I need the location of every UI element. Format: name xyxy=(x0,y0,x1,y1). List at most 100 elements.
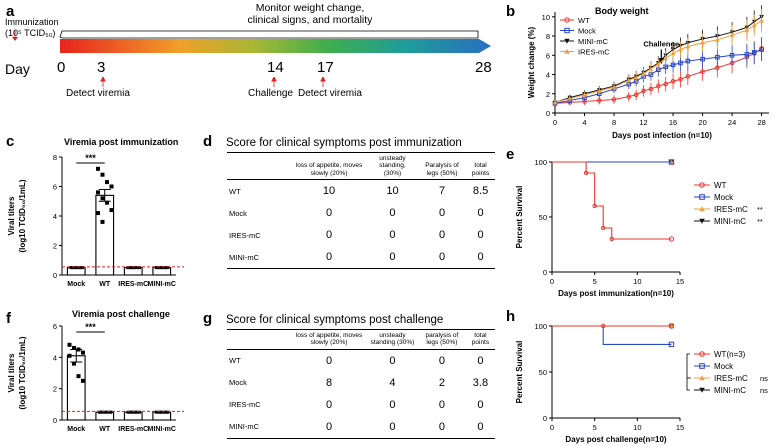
data-point xyxy=(105,180,109,185)
day-28: 28 xyxy=(475,59,492,76)
bar-wt xyxy=(95,194,115,276)
data-point xyxy=(109,410,113,414)
point-marker xyxy=(641,71,646,76)
point-marker xyxy=(564,38,570,44)
data-point xyxy=(100,172,105,177)
point-marker xyxy=(626,77,632,83)
data-point xyxy=(126,266,129,270)
data-point xyxy=(129,410,133,414)
x-tick-label: 28 xyxy=(757,118,765,127)
legend-label: WT xyxy=(714,181,727,190)
data-point xyxy=(100,219,105,224)
y-axis-label-line2: (log10 TCID₅₀/1mL) xyxy=(18,179,27,252)
data-point xyxy=(96,166,100,171)
immunization-label: Immunization (10⁵ TCID₅₀) xyxy=(5,17,59,39)
point-marker xyxy=(567,96,573,101)
y-tick-label: 0 xyxy=(53,271,57,280)
x-tick-label: 0 xyxy=(550,277,554,286)
series-mock xyxy=(552,325,675,348)
legend-bracket xyxy=(686,353,690,391)
data-point xyxy=(97,410,101,414)
series-line xyxy=(554,20,762,103)
legend-label: IRES-mC xyxy=(578,48,610,57)
data-point xyxy=(77,266,81,270)
significance-label: ns xyxy=(760,386,768,395)
point-marker xyxy=(601,323,606,329)
timeline-graphic xyxy=(12,30,491,53)
data-point xyxy=(131,410,135,414)
data-point xyxy=(165,410,168,414)
data-point xyxy=(81,266,84,270)
legend-item: MINI-mC ns xyxy=(694,386,768,395)
legend-item: Mock xyxy=(560,27,596,36)
score-table-immunization: loss of appetite, moves slowly (20%) uns… xyxy=(227,151,495,270)
data-point xyxy=(133,266,136,270)
day-14: 14 xyxy=(267,59,284,76)
legend-label: WT xyxy=(578,16,590,25)
data-point xyxy=(96,211,100,216)
data-point xyxy=(67,342,72,347)
data-point xyxy=(166,410,170,414)
legend-item: WT xyxy=(560,16,590,25)
data-point xyxy=(134,266,138,270)
data-point xyxy=(104,410,108,414)
data-point xyxy=(128,410,131,414)
y-tick-label: 2 xyxy=(53,242,57,251)
data-point xyxy=(163,266,166,270)
y-tick-label: 0 xyxy=(543,414,547,423)
data-point xyxy=(166,266,170,270)
point-marker xyxy=(609,236,614,242)
event-challenge-d14: Challenge xyxy=(248,88,294,99)
data-point xyxy=(131,266,135,270)
panel-label-g: g xyxy=(203,310,213,327)
panel-label-f: f xyxy=(6,310,11,327)
x-tick-label: 4 xyxy=(582,118,586,127)
col-header-total: total points xyxy=(466,151,495,181)
point-marker xyxy=(668,236,675,242)
data-point xyxy=(161,266,165,270)
point-marker xyxy=(648,86,654,92)
x-tick-label: IRES-mC xyxy=(118,426,148,433)
chart-b-title: Body weight xyxy=(595,6,649,16)
point-marker xyxy=(699,351,705,357)
data-point xyxy=(81,350,85,355)
y-axis-label-line1: Viral titers xyxy=(7,353,16,393)
data-point xyxy=(79,266,83,270)
col-header-unsteady: unsteady standing (30%) xyxy=(367,329,418,350)
point-marker xyxy=(633,92,639,98)
series-wtn3 xyxy=(552,323,675,329)
x-tick-label: 8 xyxy=(612,118,616,127)
series-wt xyxy=(552,161,675,242)
point-marker xyxy=(700,56,705,62)
viremia-immunization-chart: 0 2 4 6 8 Viral titers (log10 TCID₅₀/1mL) Mock W… xyxy=(7,153,184,288)
event-arrows xyxy=(100,77,326,87)
challenge-annotation: Challenge xyxy=(643,40,679,49)
x-tick-label: WT xyxy=(99,426,111,433)
point-marker xyxy=(670,51,676,56)
data-point xyxy=(72,345,76,350)
data-point xyxy=(108,410,111,414)
data-point xyxy=(154,410,158,414)
panel-label-b: b xyxy=(506,3,516,20)
point-marker xyxy=(699,194,705,200)
point-marker xyxy=(626,94,632,99)
point-marker xyxy=(729,32,735,37)
legend-item: MINI-mC ** xyxy=(694,217,763,226)
data-point xyxy=(160,266,163,270)
point-marker xyxy=(678,47,683,52)
x-tick-label: 10 xyxy=(633,277,641,286)
x-axis-label: Days post challenge(n=10) xyxy=(565,435,666,444)
y-tick-label: 100 xyxy=(534,158,547,167)
legend-item: MINI-mC xyxy=(560,37,609,46)
y-axis-label: Percent Survival xyxy=(515,186,524,249)
survival-immunization-chart: 0 5 10 15 0 50 100 Days post immunization(n=10)… xyxy=(515,158,763,298)
point-marker xyxy=(699,387,705,393)
x-tick-label: 15 xyxy=(676,277,684,286)
point-marker xyxy=(715,54,720,60)
data-point xyxy=(109,208,114,213)
data-point xyxy=(138,266,141,270)
x-tick-label: 10 xyxy=(633,423,641,432)
